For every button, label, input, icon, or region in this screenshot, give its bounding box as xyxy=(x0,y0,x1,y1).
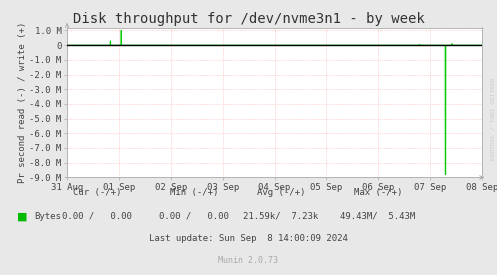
Text: ■: ■ xyxy=(17,212,28,222)
Text: Avg (-/+): Avg (-/+) xyxy=(256,188,305,197)
Text: 49.43M/  5.43M: 49.43M/ 5.43M xyxy=(340,212,415,221)
Text: Munin 2.0.73: Munin 2.0.73 xyxy=(219,256,278,265)
Text: Min (-/+): Min (-/+) xyxy=(169,188,218,197)
Text: Disk throughput for /dev/nvme3n1 - by week: Disk throughput for /dev/nvme3n1 - by we… xyxy=(73,12,424,26)
Text: Bytes: Bytes xyxy=(34,212,61,221)
Text: Cur (-/+): Cur (-/+) xyxy=(73,188,121,197)
Y-axis label: Pr second read (-) / write (+): Pr second read (-) / write (+) xyxy=(17,22,26,183)
Text: 0.00 /   0.00: 0.00 / 0.00 xyxy=(62,212,132,221)
Text: 21.59k/  7.23k: 21.59k/ 7.23k xyxy=(243,212,319,221)
Text: Last update: Sun Sep  8 14:00:09 2024: Last update: Sun Sep 8 14:00:09 2024 xyxy=(149,234,348,243)
Text: 0.00 /   0.00: 0.00 / 0.00 xyxy=(159,212,229,221)
Text: RRDTOOL / TOBI OETIKER: RRDTOOL / TOBI OETIKER xyxy=(491,77,496,160)
Text: Max (-/+): Max (-/+) xyxy=(353,188,402,197)
